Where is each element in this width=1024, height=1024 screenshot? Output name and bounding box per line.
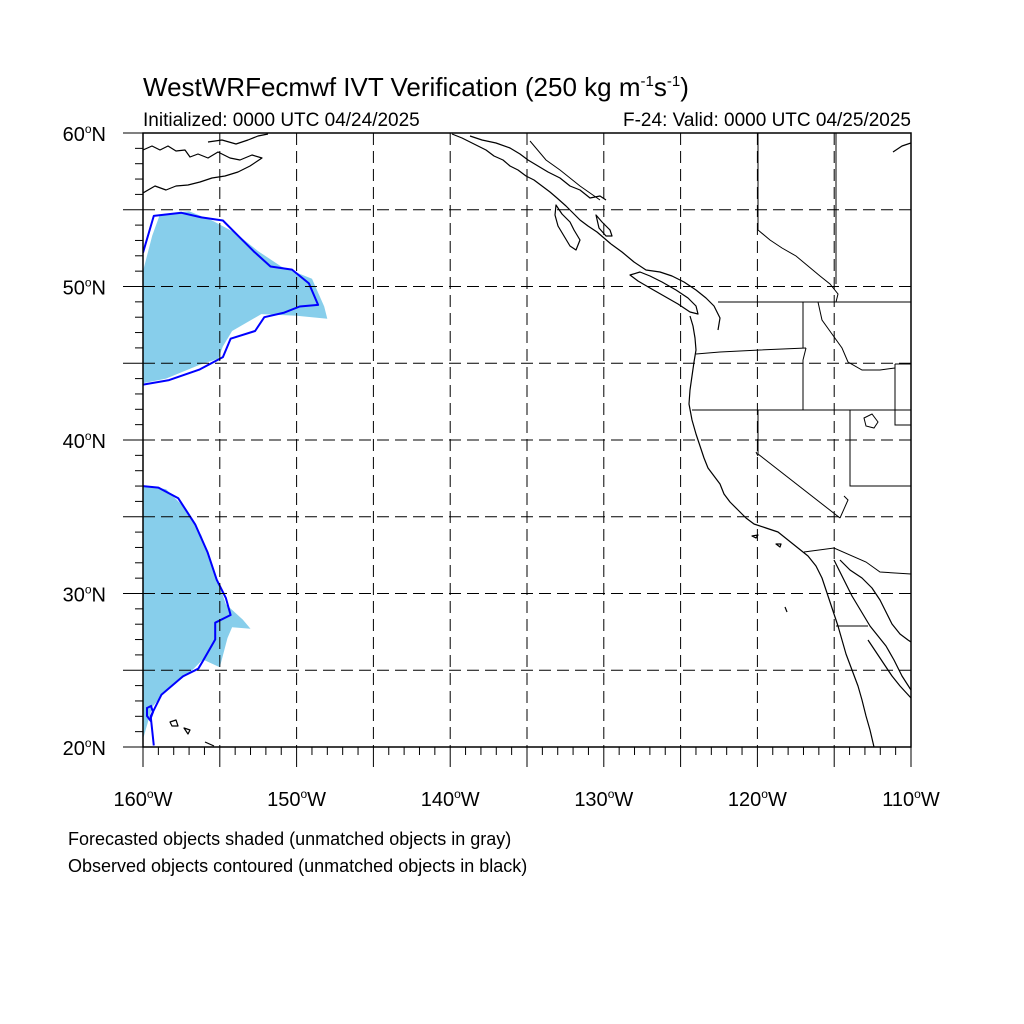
panhandle-coast xyxy=(451,133,612,245)
guadalupe-island xyxy=(784,606,788,613)
observed-contour-north xyxy=(143,211,320,386)
alaska-coast xyxy=(143,145,263,194)
nv-ut-border xyxy=(849,410,911,487)
footnote-forecast: Forecasted objects shaded (unmatched obj… xyxy=(68,829,512,849)
latitude-labels: 60oN 50oN 40oN 30oN 20oN xyxy=(63,122,106,760)
title-mid: s xyxy=(653,72,667,102)
observed-contour-south xyxy=(143,485,232,746)
political-borders xyxy=(529,133,911,627)
grid-lines xyxy=(143,133,911,747)
baja-inner xyxy=(833,559,911,691)
lake-tahoe xyxy=(755,451,759,457)
title-main: WestWRFecmwf IVT Verification (250 kg m xyxy=(143,72,641,102)
title-end: ) xyxy=(680,72,689,102)
lon-label-140: 140oW xyxy=(421,787,480,811)
az-border xyxy=(839,495,849,519)
coastlines xyxy=(143,133,911,747)
axis-ticks xyxy=(123,132,912,767)
alaska-coast-2 xyxy=(207,133,269,145)
lon-label-160: 160oW xyxy=(114,787,173,811)
hawaii-island-3 xyxy=(204,741,215,747)
footnote: Forecasted objects shaded (unmatched obj… xyxy=(68,826,527,880)
lon-label-150: 150oW xyxy=(267,787,326,811)
great-salt-lake xyxy=(863,413,879,429)
forecast-objects xyxy=(143,211,328,740)
panhandle-outer xyxy=(469,135,607,201)
lat-label-20: 20oN xyxy=(63,736,106,760)
title-exp1: -1 xyxy=(640,73,654,90)
map-title: WestWRFecmwf IVT Verification (250 kg m-… xyxy=(143,72,689,103)
footnote-observed: Observed objects contoured (unmatched ob… xyxy=(68,856,528,876)
bc-alberta-border xyxy=(757,229,839,303)
ca-nv-border xyxy=(757,410,841,519)
or-id-border xyxy=(802,347,807,410)
bc-mainland xyxy=(610,243,721,331)
forecast-object-south xyxy=(143,486,251,740)
longitude-labels: 160oW 150oW 140oW 130oW 120oW 110oW xyxy=(114,787,940,811)
lon-label-130: 130oW xyxy=(574,787,633,811)
wa-or-border xyxy=(695,347,807,355)
bc-islands-2 xyxy=(595,214,613,237)
alaska-canada-border xyxy=(529,140,601,201)
plot-frame xyxy=(142,132,912,748)
title-exp2: -1 xyxy=(666,73,681,90)
bc-islands xyxy=(554,204,581,251)
lat-label-40: 40oN xyxy=(63,429,106,453)
vancouver-island xyxy=(629,271,699,315)
hawaii-island-2 xyxy=(183,727,191,735)
observed-objects xyxy=(143,211,320,746)
hawaii-island-1 xyxy=(169,719,179,727)
ne-coast xyxy=(892,142,911,153)
mexico-2 xyxy=(867,639,911,699)
id-mt-border xyxy=(817,301,896,371)
lon-label-120: 120oW xyxy=(728,787,787,811)
west-coast xyxy=(688,315,875,747)
lon-label-110: 110oW xyxy=(882,787,940,811)
lat-label-60: 60oN xyxy=(63,122,106,146)
observed-small-blob xyxy=(146,704,155,723)
lat-label-30: 30oN xyxy=(63,583,106,607)
us-mexico-border xyxy=(803,547,911,575)
valid-time: F-24: Valid: 0000 UTC 04/25/2025 xyxy=(623,110,911,131)
channel-island-2 xyxy=(775,543,782,548)
forecast-object-north xyxy=(143,211,328,384)
mainland-mexico xyxy=(839,559,911,643)
wy-border xyxy=(894,363,911,426)
lat-label-50: 50oN xyxy=(63,276,106,300)
initialized-time: Initialized: 0000 UTC 04/24/2025 xyxy=(143,110,420,131)
